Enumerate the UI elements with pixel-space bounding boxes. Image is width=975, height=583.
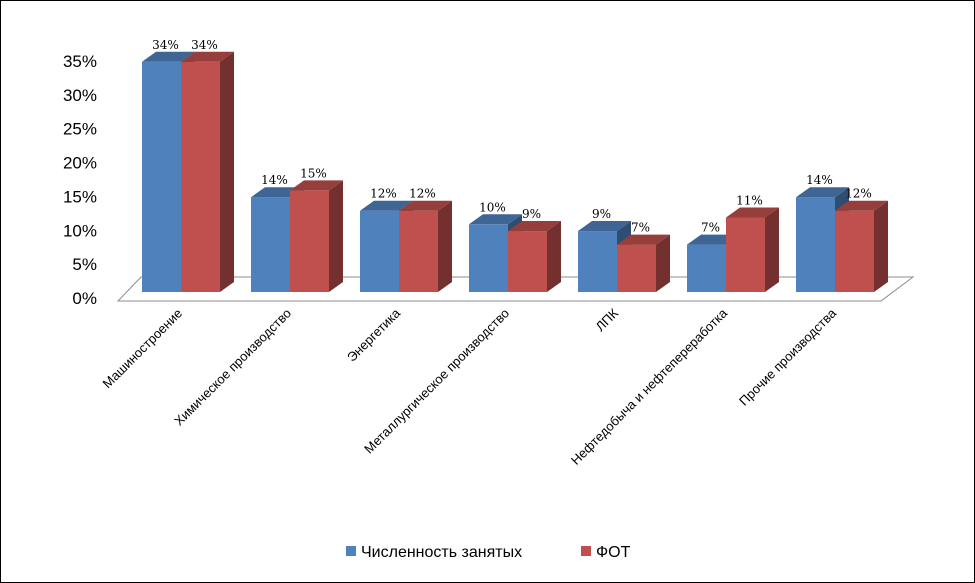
data-label: 12% [409,187,436,201]
bar-front [687,244,726,292]
data-label: 15% [300,166,327,180]
data-label: 12% [845,187,872,201]
category-label: Нефтедобыча и нефтепереработка [568,305,731,468]
bar-top [726,207,779,218]
data-labels: 34% 34% 14% 15% 12% 12% 10% 9% 9% 7% 7% 11% 14% 12% [152,38,872,235]
bar-side [656,234,670,292]
bar-front [726,217,765,292]
category-label: Химическое производство [171,306,294,429]
bar-front [835,210,874,292]
bar-front [251,197,290,292]
bar-top [796,187,849,198]
data-label: 34% [191,38,218,52]
y-tick-label: 5% [72,255,97,274]
legend-swatch [346,546,356,556]
bar [290,180,343,292]
bar [835,200,888,292]
bar-top [399,200,452,211]
bar [726,207,779,292]
category-label: ЛПК [593,305,622,334]
bar-front [469,224,508,292]
y-tick-label: 25% [63,120,97,139]
bar-front [290,190,329,292]
data-label: 9% [522,207,541,221]
data-label: 11% [736,194,763,208]
bar-top [469,214,522,225]
bar-front [360,210,399,292]
bar-side [874,200,888,292]
bar-top [360,200,413,211]
category-label: Энергетика [344,305,404,365]
bar-side [438,200,452,292]
bar-front [617,244,656,292]
y-tick-label: 20% [63,154,97,173]
y-tick-label: 10% [63,221,97,240]
data-label: 14% [806,173,833,187]
bar-front [181,61,220,293]
bar-front [578,231,617,292]
bar-top [508,221,561,232]
bar-top [290,180,343,191]
y-axis-ticks: 0% 5% 10% 15% 20% 25% 30% 35% [63,52,97,308]
bar-front [796,197,835,292]
bar-side [220,51,234,293]
legend-label: Численность занятых [361,544,522,561]
data-label: 14% [261,173,288,187]
bar-top [617,234,670,245]
bar-front [508,231,547,292]
category-label: Прочие производства [736,305,840,409]
data-label: 9% [592,207,611,221]
bars [142,51,888,293]
data-label: 7% [701,221,720,235]
legend-swatch [581,546,591,556]
data-label: 12% [370,187,397,201]
bar [181,51,234,293]
y-tick-label: 15% [63,187,97,206]
data-label: 34% [152,38,179,52]
bar [508,221,561,292]
bar-side [329,180,343,292]
bar [617,234,670,292]
bar-side [547,221,561,292]
data-label: 10% [479,200,506,214]
bar-top [835,200,888,211]
data-label: 7% [631,221,650,235]
y-tick-label: 0% [72,289,97,308]
bar-front [399,210,438,292]
legend-label: ФОТ [596,544,631,561]
legend: Численность занятых ФОТ [346,544,631,561]
y-tick-label: 30% [63,86,97,105]
bar-front [142,61,181,293]
bar [399,200,452,292]
category-label: Машиностроение [99,306,185,392]
bar-top [578,221,631,232]
y-tick-label: 35% [63,52,97,71]
bar-top [142,51,195,62]
bar-side [765,207,779,292]
bar-top [181,51,234,62]
